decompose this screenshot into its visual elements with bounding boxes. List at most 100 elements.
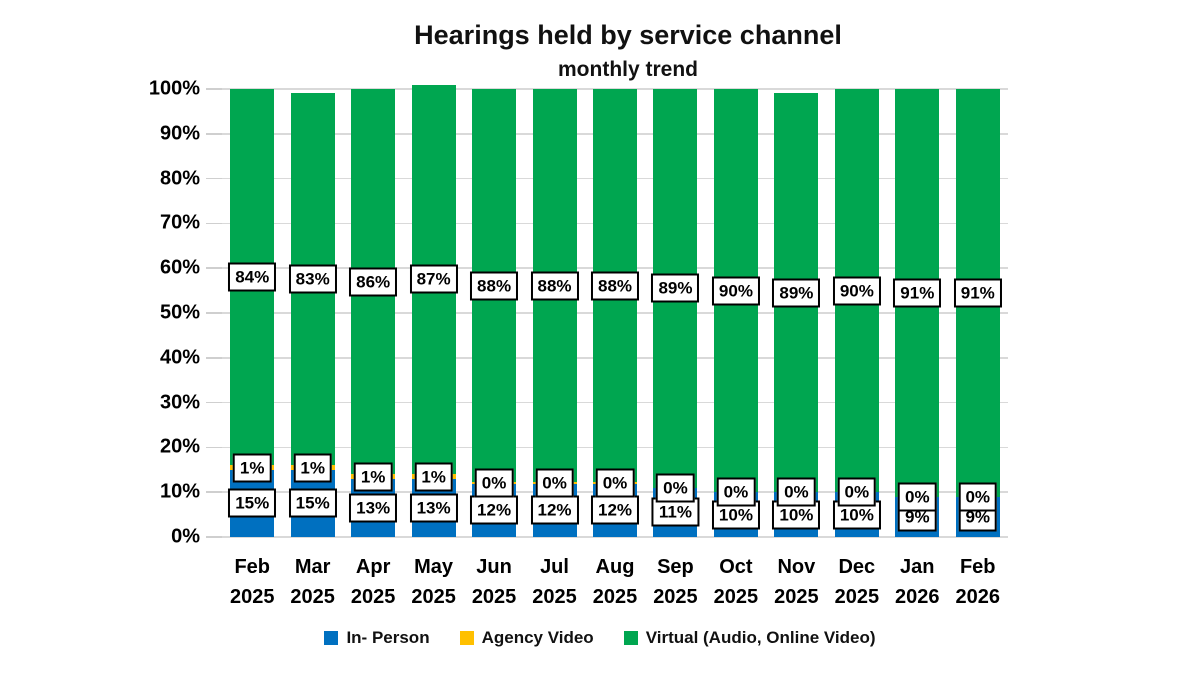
x-label-month: Sep xyxy=(657,556,694,578)
legend: In- Person Agency Video Virtual (Audio, On… xyxy=(0,628,1200,648)
x-label-year: 2025 xyxy=(229,586,275,608)
data-label-agency-video-sep-2025: 0% xyxy=(656,473,695,503)
y-axis-tick-100 xyxy=(206,88,222,90)
y-axis-tick-label-80: 80% xyxy=(159,167,200,190)
x-label-year: 2026 xyxy=(955,586,1001,608)
data-label-agency-video-feb-2025: 1% xyxy=(232,453,272,483)
y-axis-tick-label-90: 90% xyxy=(159,122,200,145)
y-axis-tick-label-50: 50% xyxy=(159,301,200,324)
data-label-agency-video-jan-2026: 0% xyxy=(898,482,937,512)
data-label-virtual-feb-2025: 84% xyxy=(228,262,277,292)
gridline-0 xyxy=(222,536,1008,538)
data-label-agency-video-feb-2026: 0% xyxy=(958,482,998,512)
data-label-virtual-jul-2025: 88% xyxy=(530,271,579,301)
x-label-month: Feb xyxy=(959,556,996,578)
chart-subtitle: monthly trend xyxy=(558,58,698,81)
data-label-in-person-nov-2025: 10% xyxy=(772,500,821,530)
x-axis-label-aug-2025: Aug 2025 xyxy=(577,552,653,612)
x-axis-label-oct-2025: Oct 2025 xyxy=(698,552,774,612)
x-axis-label-mar-2025: Mar 2025 xyxy=(274,552,350,612)
x-axis-label-sep-2025: Sep 2025 xyxy=(637,552,713,612)
y-axis-tick-label-70: 70% xyxy=(159,211,200,234)
y-axis-tick-label-0: 0% xyxy=(171,525,200,548)
y-axis-tick-90 xyxy=(206,133,222,135)
x-label-year: 2025 xyxy=(471,586,517,608)
data-label-agency-video-may-2025: 1% xyxy=(414,462,453,492)
x-axis-label-feb-2026: Feb 2026 xyxy=(940,552,1016,612)
legend-label: In- Person xyxy=(346,628,430,647)
x-label-year: 2025 xyxy=(592,586,638,608)
y-axis-tick-label-60: 60% xyxy=(159,256,200,279)
legend-label: Agency Video xyxy=(481,628,594,647)
data-label-agency-video-dec-2025: 0% xyxy=(837,477,877,507)
x-label-month: Feb xyxy=(234,556,270,578)
legend-item-1: Agency Video xyxy=(459,628,594,648)
x-label-year: 2025 xyxy=(532,586,577,608)
legend-swatch-icon xyxy=(324,631,339,645)
x-axis-label-feb-2025: Feb 2025 xyxy=(214,552,290,612)
x-axis-label-dec-2025: Dec 2025 xyxy=(819,552,895,612)
data-label-in-person-may-2025: 13% xyxy=(409,493,458,523)
y-axis-tick-label-20: 20% xyxy=(159,435,200,458)
x-label-year: 2025 xyxy=(350,586,396,608)
data-label-virtual-sep-2025: 89% xyxy=(651,273,700,303)
legend-item-0: In- Person xyxy=(324,628,430,648)
y-axis-tick-0 xyxy=(206,536,222,538)
x-axis-label-jul-2025: Jul 2025 xyxy=(516,552,592,612)
legend-swatch-icon xyxy=(459,631,474,645)
y-axis-tick-80 xyxy=(206,177,222,180)
y-axis-tick-10 xyxy=(206,491,222,493)
x-label-month: Jul xyxy=(540,556,569,578)
data-label-virtual-oct-2025: 90% xyxy=(711,276,760,306)
x-label-month: May xyxy=(414,556,454,578)
x-label-month: Apr xyxy=(355,556,391,578)
data-label-agency-video-jun-2025: 0% xyxy=(474,468,514,498)
x-label-month: Nov xyxy=(777,556,816,578)
x-label-month: Jun xyxy=(476,556,512,578)
data-label-agency-video-nov-2025: 0% xyxy=(777,477,816,507)
x-label-month: Oct xyxy=(719,556,753,578)
x-label-month: Mar xyxy=(294,556,331,578)
data-label-virtual-apr-2025: 86% xyxy=(349,267,398,297)
chart-title: Hearings held by service channel xyxy=(414,20,842,50)
x-label-month: Dec xyxy=(838,556,876,578)
y-axis-tick-70 xyxy=(206,222,222,225)
y-axis-tick-label-100: 100% xyxy=(148,77,200,100)
x-label-year: 2025 xyxy=(653,586,698,608)
y-axis-tick-label-30: 30% xyxy=(159,391,200,414)
x-label-month: Aug xyxy=(595,556,635,578)
x-axis-label-jun-2025: Jun 2025 xyxy=(456,552,532,612)
x-label-year: 2025 xyxy=(834,586,880,608)
data-label-agency-video-apr-2025: 1% xyxy=(353,462,393,492)
y-axis-tick-60 xyxy=(206,267,222,269)
data-label-in-person-apr-2025: 13% xyxy=(349,493,398,523)
y-axis-tick-label-10: 10% xyxy=(159,480,200,503)
data-label-agency-video-aug-2025: 0% xyxy=(595,468,635,498)
data-label-virtual-aug-2025: 88% xyxy=(590,271,640,301)
y-axis-tick-20 xyxy=(206,446,222,449)
x-axis-label-may-2025: May 2025 xyxy=(395,552,471,612)
data-label-agency-video-oct-2025: 0% xyxy=(716,477,756,507)
y-axis-tick-40 xyxy=(206,357,222,359)
data-label-in-person-feb-2025: 15% xyxy=(228,488,277,518)
data-label-in-person-aug-2025: 12% xyxy=(590,495,640,525)
x-axis-label-jan-2026: Jan 2026 xyxy=(879,552,955,612)
data-label-in-person-jun-2025: 12% xyxy=(470,495,519,525)
y-axis-tick-50 xyxy=(206,312,222,314)
data-label-in-person-mar-2025: 15% xyxy=(288,488,337,518)
y-axis-tick-label-40: 40% xyxy=(159,346,200,369)
x-label-year: 2025 xyxy=(411,586,456,608)
data-label-agency-video-mar-2025: 1% xyxy=(293,453,332,483)
x-label-year: 2026 xyxy=(895,586,940,608)
legend-label: Virtual (Audio, Online Video) xyxy=(645,628,876,647)
x-label-month: Jan xyxy=(900,556,935,578)
data-label-in-person-jul-2025: 12% xyxy=(530,495,579,525)
y-axis-tick-30 xyxy=(206,401,222,404)
data-label-virtual-feb-2026: 91% xyxy=(953,278,1002,308)
data-label-virtual-mar-2025: 83% xyxy=(288,264,337,294)
data-label-virtual-dec-2025: 90% xyxy=(832,276,881,306)
legend-item-2: Virtual (Audio, Online Video) xyxy=(623,628,876,648)
data-label-agency-video-jul-2025: 0% xyxy=(535,468,574,498)
data-label-virtual-jun-2025: 88% xyxy=(470,271,519,301)
